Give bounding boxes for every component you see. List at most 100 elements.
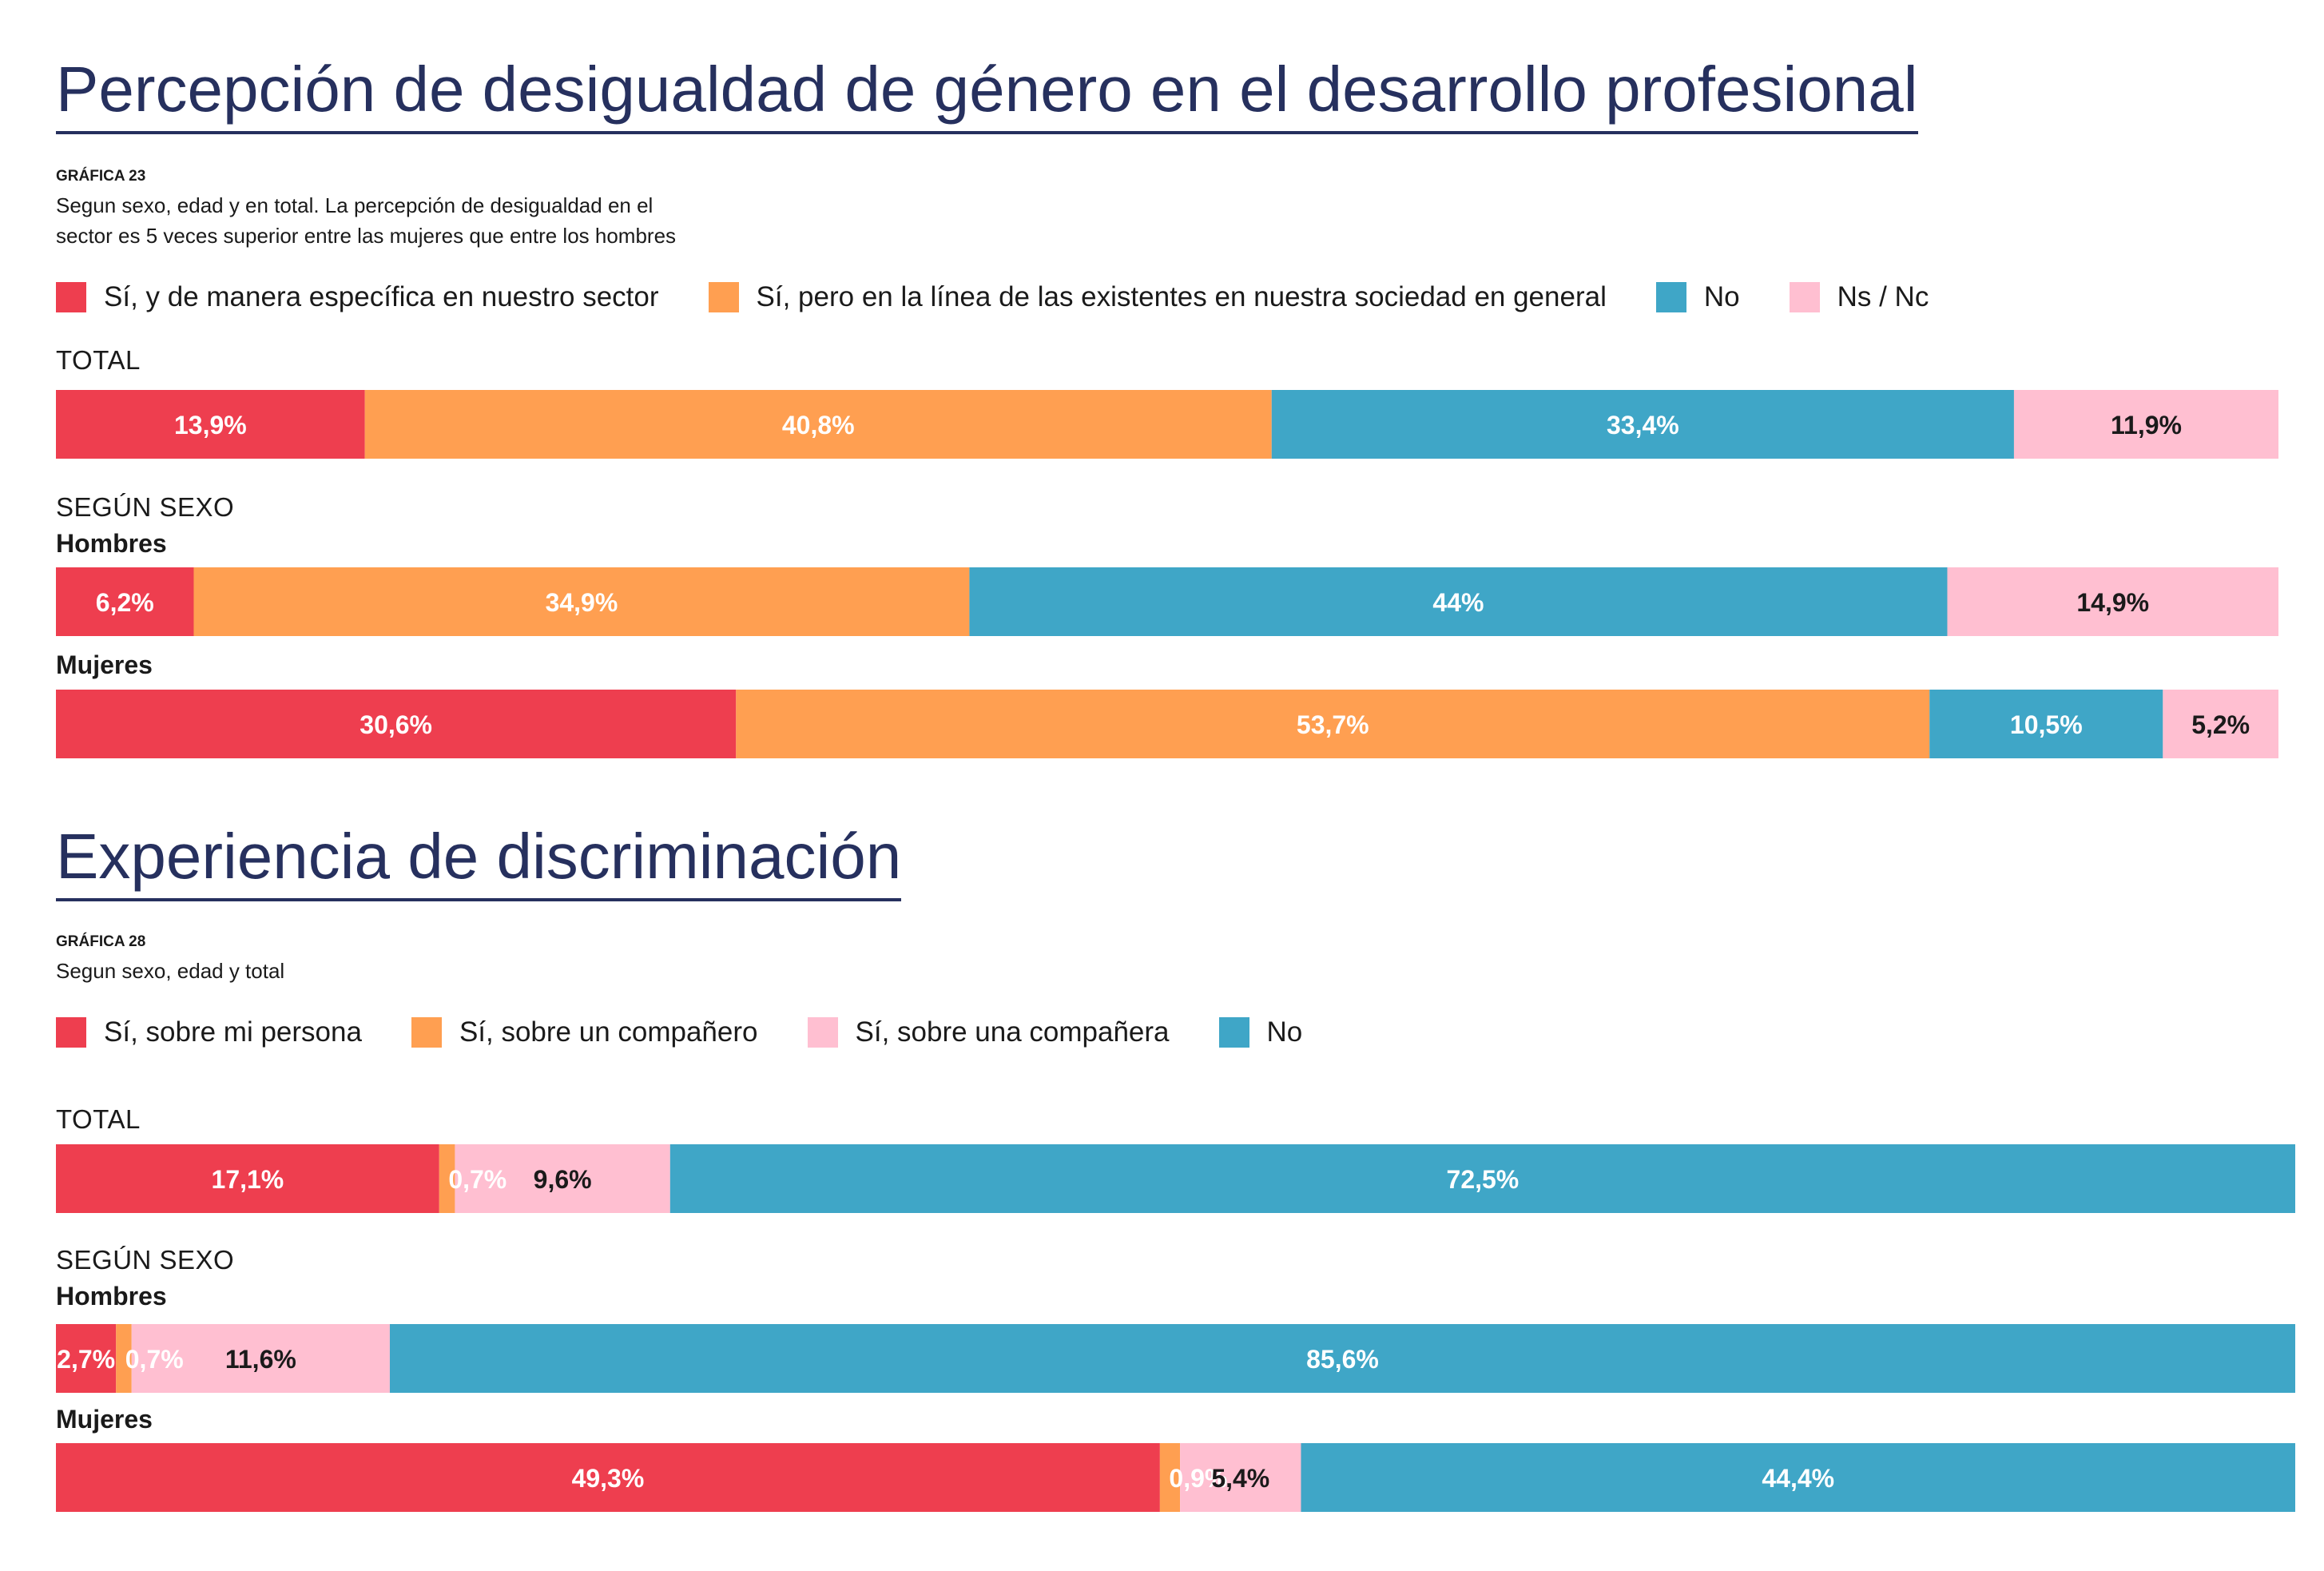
bar-segment <box>193 567 970 636</box>
subtitle-line: sector es 5 veces superior entre las muj… <box>56 224 677 248</box>
legend-item: Sí, pero en la línea de las existentes e… <box>708 281 1607 313</box>
bar-segment <box>1180 1443 1301 1512</box>
chart-code: GRÁFICA 28 <box>56 933 146 950</box>
bar-segment <box>56 567 194 636</box>
bar-segment <box>669 1144 2295 1213</box>
chart-subtitle: Segun sexo, edad y en total. La percepci… <box>56 190 676 251</box>
chart-title: Experiencia de discriminación <box>56 825 902 901</box>
bar-segment <box>455 1144 670 1213</box>
stacked-bar-total: 13,9% 40,8% 33,4% 11,9% <box>56 390 2278 459</box>
bar-segment <box>389 1324 2295 1393</box>
chart-code: GRÁFICA 23 <box>56 168 146 185</box>
legend-item: Sí, sobre un compañero <box>411 1016 758 1048</box>
data-label: 44% <box>1432 588 1484 617</box>
data-label: 72,5% <box>1447 1165 1520 1194</box>
data-label: 0,7% <box>125 1345 184 1374</box>
legend-swatch <box>56 282 86 312</box>
data-label: 53,7% <box>1297 710 1369 739</box>
stacked-bar-women: 49,3% 0,9% 5,4% 44,4% <box>56 1443 2295 1512</box>
legend-item: No <box>1655 281 1740 313</box>
stacked-bar-total: 17,1% 0,7% 9,6% 72,5% <box>56 1144 2295 1213</box>
men-label: Hombres <box>56 1282 167 1310</box>
data-label: 10,5% <box>2010 710 2083 739</box>
stacked-bar-svg: 6,2% 34,9% 44% 14,9% <box>56 567 2278 636</box>
legend-swatch <box>807 1017 838 1048</box>
bar-segment <box>56 1144 439 1213</box>
bar-segment <box>364 390 1272 459</box>
legend-label: Sí, sobre un compañero <box>459 1016 758 1048</box>
women-label: Mujeres <box>56 650 153 679</box>
women-label: Mujeres <box>56 1405 153 1434</box>
bar-segment <box>736 690 1930 758</box>
data-label: 11,9% <box>2111 411 2182 439</box>
data-label: 9,6% <box>534 1165 592 1194</box>
data-label: 5,2% <box>2191 710 2250 739</box>
data-label: 34,9% <box>546 588 618 617</box>
stacked-bar-svg: 49,3% 0,9%5,4% 44,4% <box>56 1443 2295 1512</box>
data-label: 0,7% <box>448 1165 507 1194</box>
stacked-bar-svg: 2,7% 0,7% 11,6% 85,6% <box>56 1324 2295 1393</box>
stacked-bar-women: 30,6% 53,7% 10,5% 5,2% <box>56 690 2278 758</box>
data-label: 49,3% <box>572 1464 645 1493</box>
stacked-bar-svg: 17,1% 0,7% 9,6% 72,5% <box>56 1144 2295 1213</box>
bar-segment <box>1159 1443 1181 1512</box>
chart-subtitle: Segun sexo, edad y total <box>56 956 284 986</box>
legend-label: Ns / Nc <box>1837 281 1929 312</box>
legend-label: No <box>1703 281 1740 312</box>
data-label: 17,1% <box>212 1165 284 1194</box>
bar-segment <box>1929 690 2163 758</box>
legend-swatch <box>56 1017 86 1048</box>
legend-item: Ns / Nc <box>1789 281 1929 313</box>
by-sex-label: SEGÚN SEXO <box>56 1245 235 1275</box>
data-label: 14,9% <box>2076 588 2149 617</box>
legend-swatch <box>1218 1017 1249 1048</box>
data-label: 13,9% <box>174 411 247 439</box>
stacked-bar-svg: 30,6% 53,7% 10,5% 5,2% <box>56 690 2278 758</box>
legend-label: No <box>1266 1016 1303 1048</box>
legend-label: Sí, sobre una compañera <box>855 1016 1170 1048</box>
men-label: Hombres <box>56 529 167 558</box>
legend-item: No <box>1218 1016 1303 1048</box>
legend-item: Sí, sobre mi persona <box>56 1016 362 1048</box>
legend-swatch <box>708 282 739 312</box>
data-label: 5,4% <box>1211 1464 1269 1493</box>
data-label: 11,6% <box>225 1345 296 1374</box>
total-label: TOTAL <box>56 345 141 375</box>
legend: Sí, y de manera específica en nuestro se… <box>56 281 1978 313</box>
legend-swatch <box>411 1017 442 1048</box>
data-label: 30,6% <box>360 710 432 739</box>
stacked-bar-men: 6,2% 34,9% 44% 14,9% <box>56 567 2278 636</box>
data-label: 6,2% <box>96 588 154 617</box>
legend-label: Sí, pero en la línea de las existentes e… <box>756 281 1607 312</box>
stacked-bar-men: 2,7% 0,7% 11,6% 85,6% <box>56 1324 2295 1393</box>
by-sex-label: SEGÚN SEXO <box>56 492 235 522</box>
bar-segment <box>131 1324 390 1393</box>
legend-label: Sí, sobre mi persona <box>104 1016 362 1048</box>
bar-segment <box>56 390 365 459</box>
bar-segment <box>1271 390 2014 459</box>
data-label: 40,8% <box>782 411 855 439</box>
data-label: 85,6% <box>1306 1345 1379 1374</box>
subtitle-line: Segun sexo, edad y total <box>56 959 285 983</box>
legend-item: Sí, y de manera específica en nuestro se… <box>56 281 659 313</box>
bar-segment <box>56 1443 1160 1512</box>
bar-segment <box>2013 390 2278 459</box>
data-label: 33,4% <box>1607 411 1679 439</box>
bar-segment <box>2163 690 2278 758</box>
legend-swatch <box>1789 282 1820 312</box>
subtitle-line: Segun sexo, edad y en total. La percepci… <box>56 193 654 217</box>
data-label: 44,4% <box>1762 1464 1834 1493</box>
bar-segment <box>1301 1443 2295 1512</box>
legend-item: Sí, sobre una compañera <box>807 1016 1170 1048</box>
legend-label: Sí, y de manera específica en nuestro se… <box>104 281 659 312</box>
legend: Sí, sobre mi persona Sí, sobre un compañe… <box>56 1016 1352 1048</box>
data-label: 0,9% <box>1169 1464 1227 1493</box>
stacked-bar-svg: 13,9% 40,8% 33,4% 11,9% <box>56 390 2278 459</box>
data-label: 2,7% <box>57 1345 115 1374</box>
bar-segment <box>439 1144 455 1213</box>
bar-segment <box>969 567 1948 636</box>
total-label: TOTAL <box>56 1104 141 1134</box>
bar-segment <box>56 690 737 758</box>
chart-title: Percepción de desigualdad de género en e… <box>56 58 1918 134</box>
bar-segment <box>116 1324 132 1393</box>
